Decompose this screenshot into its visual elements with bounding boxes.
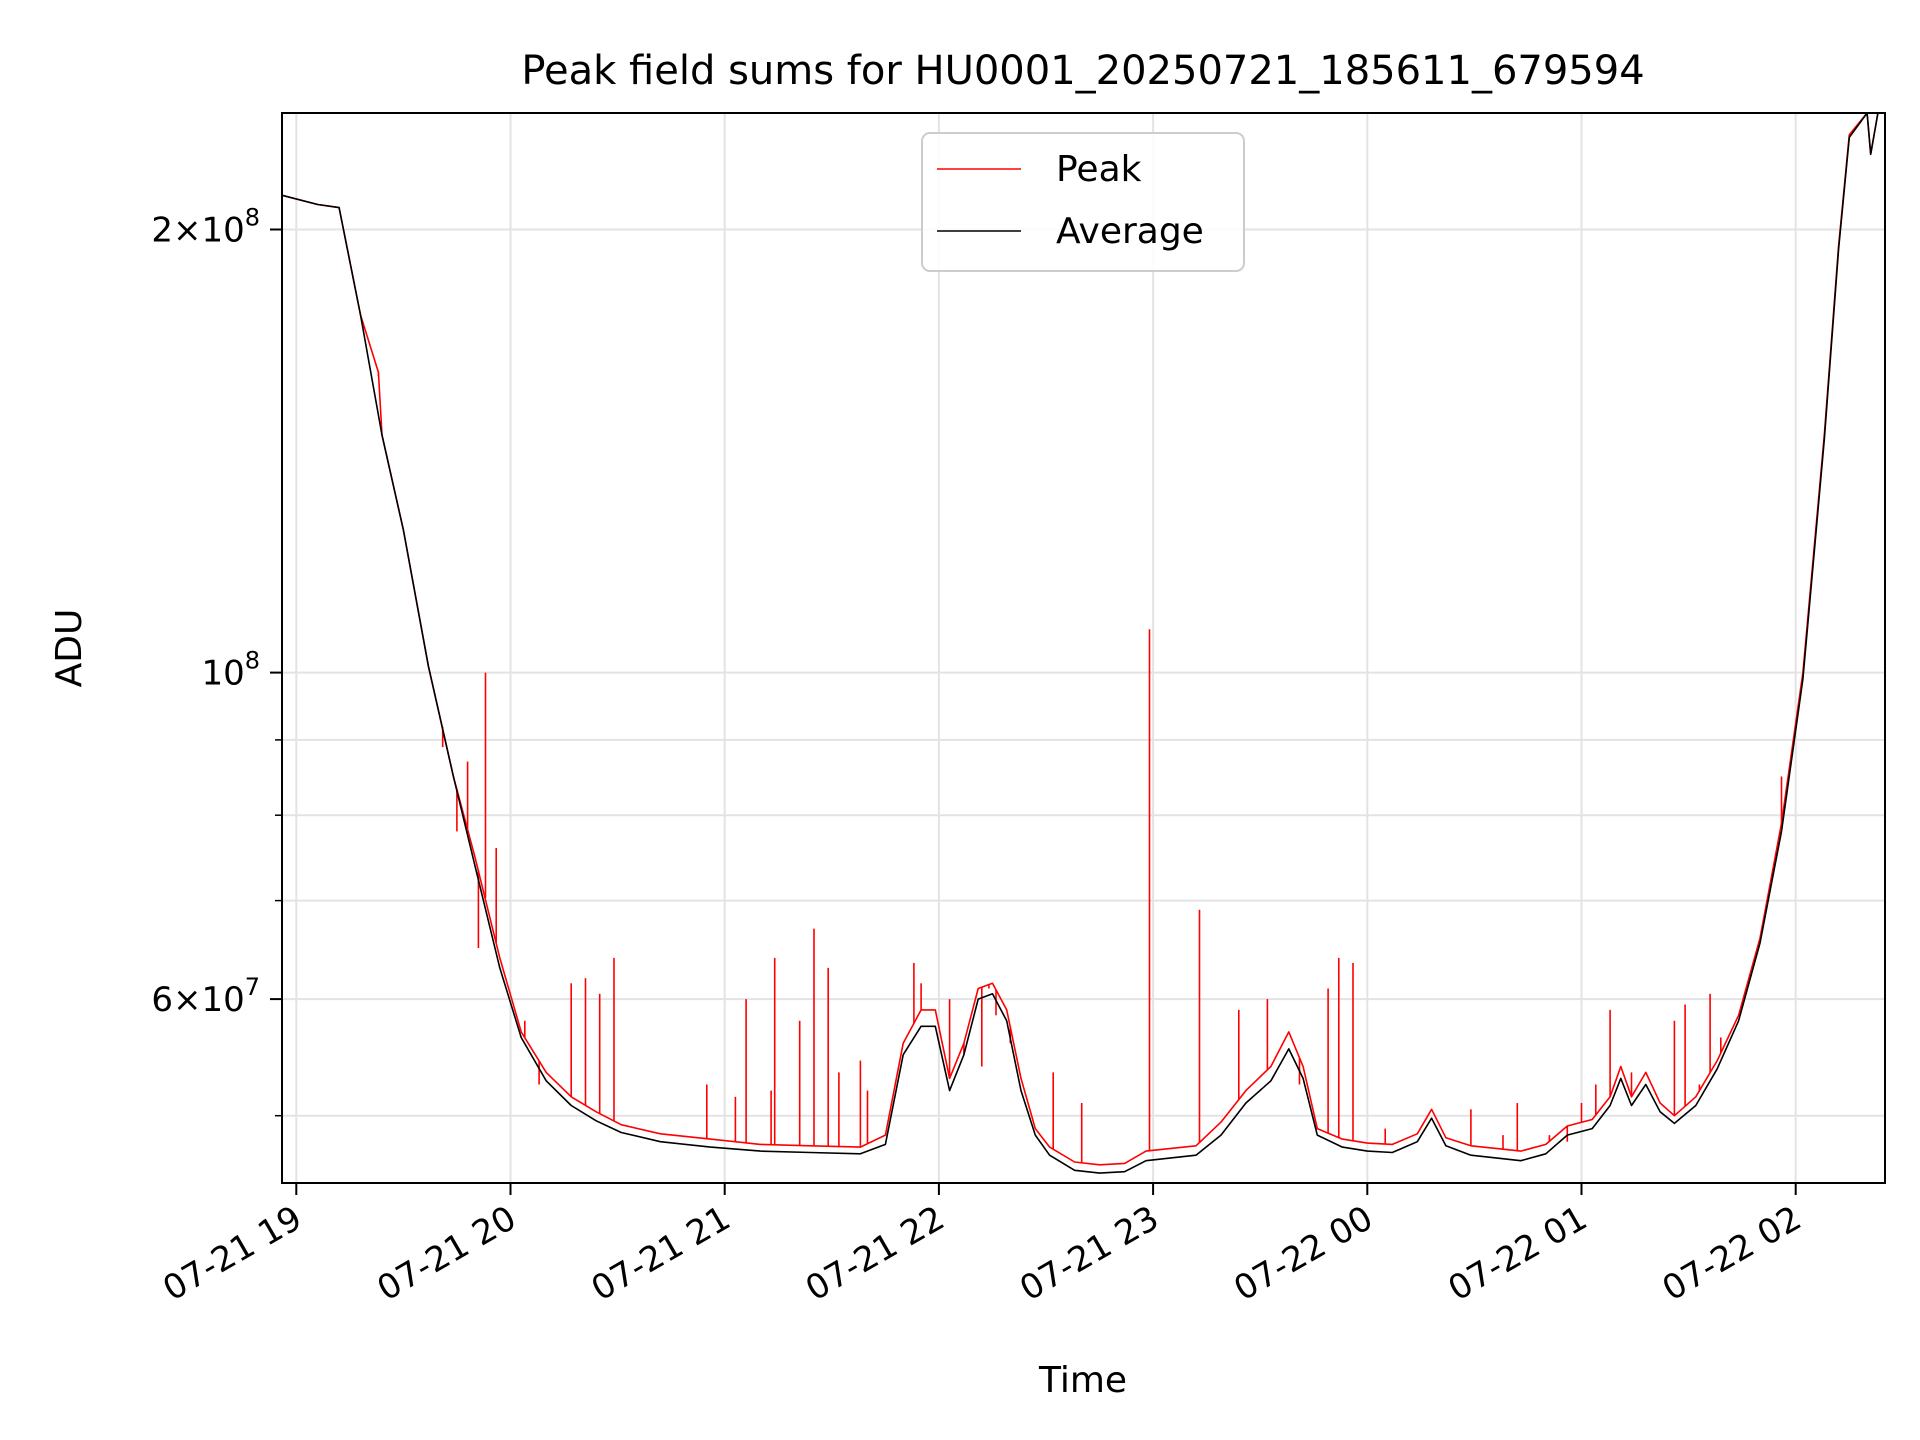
series-line-peak — [282, 113, 1879, 1166]
legend-label-average: Average — [1056, 211, 1204, 252]
x-axis-label: Time — [1038, 1360, 1127, 1401]
series-layer — [282, 113, 1879, 1174]
y-tick-label: 2×108 — [151, 204, 260, 251]
y-axis: 6×107 108 2×108 — [151, 204, 282, 1117]
legend-label-peak: Peak — [1056, 149, 1142, 190]
chart-title: Peak field sums for HU0001_20250721_1856… — [521, 48, 1644, 94]
legend-box — [921, 132, 1245, 272]
y-tick-label: 6×107 — [151, 973, 260, 1020]
y-tick-label: 108 — [201, 647, 260, 694]
plot-area — [282, 113, 1885, 1183]
series-line-average — [282, 113, 1879, 1174]
plot-frame — [281, 112, 1886, 1184]
legend: Peak Average — [921, 132, 1245, 272]
y-axis-label: ADU — [49, 609, 90, 688]
